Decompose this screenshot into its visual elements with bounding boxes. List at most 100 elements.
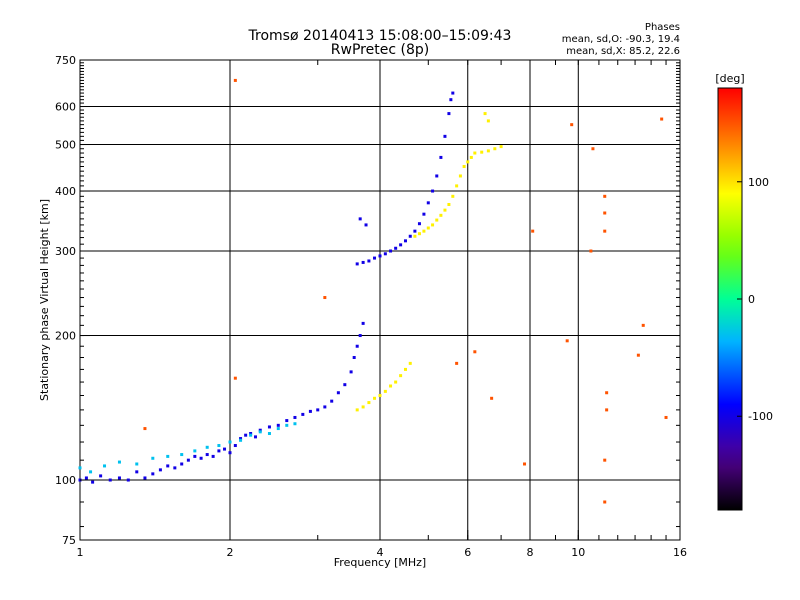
- data-point: [193, 449, 197, 453]
- x-tick-label: 16: [673, 546, 687, 559]
- data-point: [285, 423, 289, 427]
- data-point: [431, 223, 435, 227]
- data-point: [166, 454, 170, 458]
- data-point: [249, 433, 253, 437]
- data-point: [589, 249, 593, 253]
- data-point: [276, 423, 280, 427]
- data-point: [486, 119, 490, 123]
- data-point: [531, 229, 535, 233]
- data-point: [349, 370, 353, 374]
- data-point: [285, 419, 289, 423]
- data-point: [135, 462, 139, 466]
- data-point: [447, 112, 451, 116]
- data-point: [499, 145, 503, 149]
- data-point: [462, 164, 466, 168]
- data-point: [180, 462, 184, 466]
- data-point: [249, 432, 253, 436]
- data-point: [413, 229, 417, 233]
- data-point: [355, 262, 359, 266]
- data-point: [358, 217, 362, 221]
- data-point: [636, 353, 640, 357]
- data-point: [389, 384, 393, 388]
- data-point: [490, 396, 494, 400]
- y-tick-label: 100: [55, 474, 76, 487]
- data-point: [151, 472, 155, 476]
- data-point: [483, 112, 487, 116]
- x-tick-label: 2: [227, 546, 234, 559]
- data-point: [78, 466, 82, 470]
- phase-stats-x: mean, sd,X: 85.2, 22.6: [566, 46, 680, 57]
- data-point: [426, 201, 430, 205]
- data-point: [660, 117, 664, 121]
- data-point: [258, 430, 262, 434]
- y-tick-label: 75: [62, 534, 76, 547]
- data-point: [364, 223, 368, 227]
- data-points: [78, 78, 668, 504]
- data-point: [166, 464, 170, 468]
- data-point: [233, 444, 237, 448]
- data-point: [323, 405, 327, 409]
- data-point: [193, 454, 197, 458]
- data-point: [343, 383, 347, 387]
- data-point: [603, 211, 607, 215]
- y-tick-label: 500: [55, 139, 76, 152]
- data-point: [443, 134, 447, 138]
- data-point: [135, 470, 139, 474]
- data-point: [361, 405, 365, 409]
- data-point: [108, 478, 112, 482]
- colorbar-label: [deg]: [715, 72, 744, 85]
- data-point: [293, 415, 297, 419]
- data-point: [253, 435, 257, 439]
- data-point: [605, 408, 609, 412]
- data-point: [664, 415, 668, 419]
- data-point: [603, 500, 607, 504]
- data-point: [383, 389, 387, 393]
- data-point: [605, 391, 609, 395]
- data-point: [447, 202, 451, 206]
- data-point: [89, 470, 93, 474]
- colorbar-tick-label: 100: [748, 176, 769, 189]
- data-point: [158, 468, 162, 472]
- chart-title-line1: Tromsø 20140413 15:08:00–15:09:43: [248, 28, 512, 44]
- data-point: [389, 249, 393, 253]
- grid-lines: [80, 60, 680, 540]
- data-point: [336, 391, 340, 395]
- data-point: [330, 399, 334, 403]
- data-point: [413, 234, 417, 238]
- y-axis-ticks: 75 100 200 300 400 500 600 750: [55, 54, 680, 547]
- data-point: [422, 212, 426, 216]
- data-point: [435, 218, 439, 222]
- data-point: [403, 367, 407, 371]
- data-point: [99, 474, 103, 478]
- data-point: [361, 260, 365, 264]
- data-point: [603, 458, 607, 462]
- data-point: [361, 321, 365, 325]
- data-point: [435, 174, 439, 178]
- y-tick-label: 750: [55, 54, 76, 67]
- data-point: [408, 361, 412, 365]
- data-point: [439, 155, 443, 159]
- data-point: [239, 438, 243, 442]
- x-axis-label: Frequency [MHz]: [334, 556, 426, 569]
- data-point: [323, 296, 327, 300]
- colorbar-tick-label: -100: [748, 410, 773, 423]
- data-point: [408, 234, 412, 238]
- data-point: [143, 476, 147, 480]
- data-point: [199, 456, 203, 460]
- y-tick-label: 200: [55, 330, 76, 343]
- data-point: [151, 456, 155, 460]
- data-point: [205, 445, 209, 449]
- data-point: [293, 422, 297, 426]
- data-point: [443, 208, 447, 212]
- data-point: [458, 174, 462, 178]
- data-point: [308, 409, 312, 413]
- x-tick-label: 1: [77, 546, 84, 559]
- data-point: [403, 239, 407, 243]
- data-point: [591, 147, 595, 151]
- data-point: [451, 91, 455, 95]
- data-point: [641, 323, 645, 327]
- data-point: [399, 374, 403, 378]
- data-point: [426, 226, 430, 230]
- y-axis-label: Stationary phase Virtual Height [km]: [38, 199, 51, 401]
- data-point: [84, 476, 88, 480]
